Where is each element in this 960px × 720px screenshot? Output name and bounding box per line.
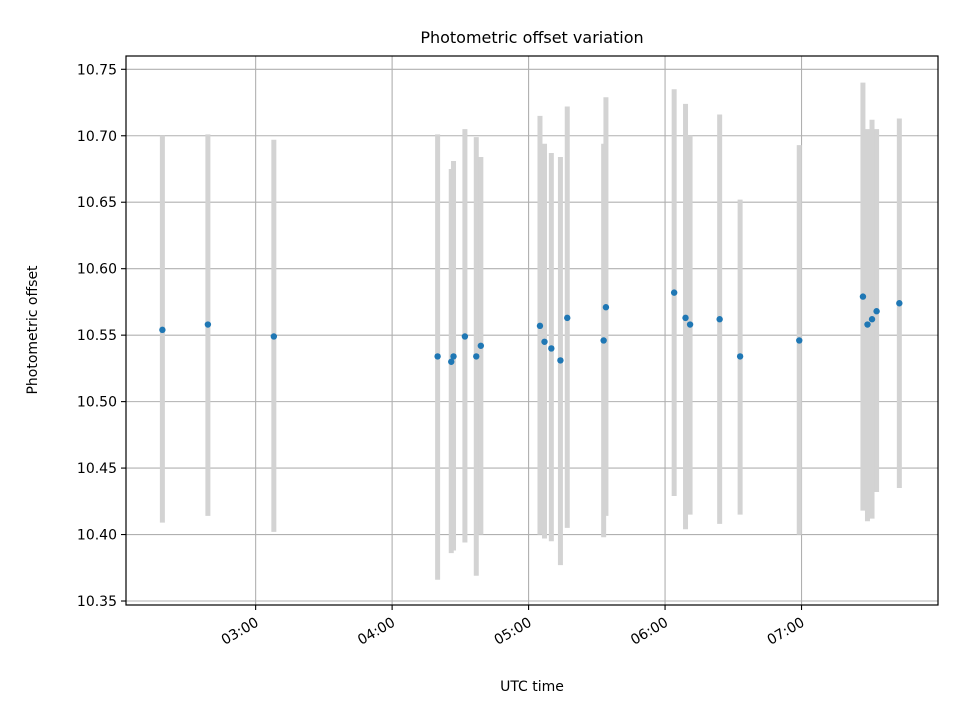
data-point: [873, 308, 880, 315]
y-tick-label: 10.40: [77, 528, 117, 544]
data-point: [600, 337, 607, 344]
plot-frame: [125, 55, 939, 606]
data-point: [716, 316, 723, 323]
data-point: [859, 293, 867, 300]
grid: [126, 56, 938, 605]
y-tick-label: 10.65: [77, 195, 117, 211]
data-point: [736, 353, 744, 360]
data-point: [461, 333, 469, 340]
y-tick-label: 10.50: [77, 395, 117, 411]
y-axis-ticks: 10.35 10.40 10.45 10.50 10.55 10.60 10.65 10.70…: [77, 62, 126, 610]
data-point: [270, 333, 278, 340]
data-point: [548, 345, 555, 352]
data-point: [541, 338, 548, 345]
x-axis-label: UTC time: [500, 679, 564, 695]
data-point: [682, 314, 689, 322]
data-point: [434, 353, 441, 360]
data-point: [159, 326, 166, 334]
data-point: [477, 342, 485, 349]
y-tick-label: 10.45: [77, 461, 117, 477]
data-point: [686, 321, 694, 328]
data-point: [670, 289, 678, 296]
data-point: [868, 316, 876, 323]
y-tick-label: 10.60: [77, 262, 117, 278]
data-point: [450, 353, 457, 360]
y-tick-label: 10.35: [77, 594, 117, 610]
data-point: [536, 322, 544, 330]
chart-title: Photometric offset variation: [420, 28, 643, 47]
y-tick-label: 10.55: [77, 328, 117, 344]
y-axis-label: Photometric offset: [25, 265, 41, 395]
data-point: [564, 314, 571, 322]
data-points: [159, 289, 903, 365]
y-tick-label: 10.70: [77, 129, 117, 145]
data-point: [557, 357, 564, 364]
y-tick-label: 10.75: [77, 62, 117, 78]
data-point: [796, 337, 803, 344]
data-point: [204, 321, 212, 328]
data-point: [864, 321, 871, 328]
data-point: [473, 353, 480, 360]
data-point: [896, 300, 903, 307]
data-point: [448, 358, 455, 365]
data-point: [602, 304, 610, 311]
